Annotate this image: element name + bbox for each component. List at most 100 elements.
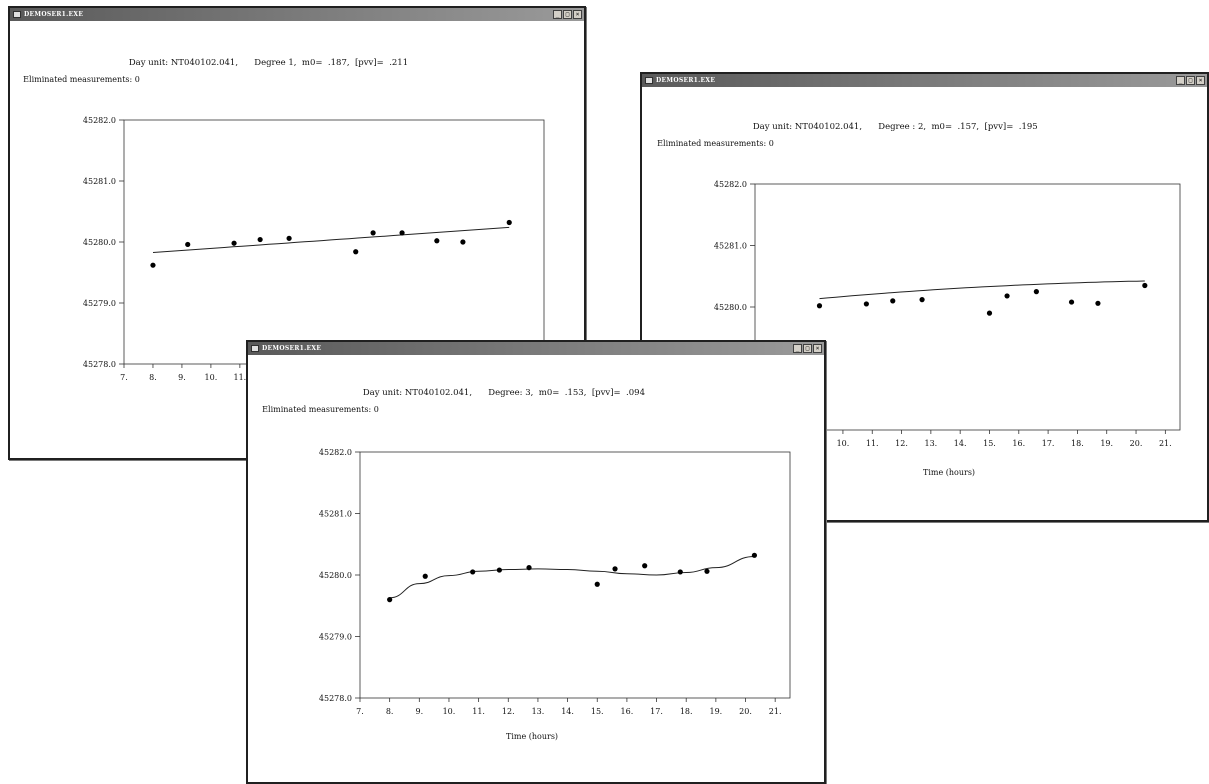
day-unit-label: Day unit:	[128, 58, 169, 68]
data-point	[422, 573, 428, 579]
x-tick-label: 18.	[1071, 439, 1084, 448]
x-tick-label: 20.	[739, 707, 752, 716]
day-unit-value: NT040102.041,	[170, 58, 239, 68]
window-title: DEMOSER1.EXE	[24, 11, 84, 18]
pvv-label: [pvv]=	[354, 58, 384, 68]
statistics-header: Day unit: NT040102.041, Degree 1, m0= .1…	[118, 48, 408, 78]
x-tick-label: 13.	[532, 707, 545, 716]
x-tick-label: 16.	[1012, 439, 1025, 448]
day-unit-value: NT040102.041,	[794, 122, 863, 132]
x-axis-title: Time (hours)	[506, 732, 559, 741]
app-icon	[13, 11, 21, 18]
y-tick-label: 45279.0	[83, 299, 116, 308]
eliminated-value: 0	[373, 405, 379, 414]
data-point	[185, 241, 191, 248]
x-tick-label: 21.	[769, 707, 782, 716]
data-point	[1142, 282, 1148, 289]
x-tick-label: 15.	[983, 439, 996, 448]
data-point	[612, 566, 618, 572]
y-tick-label: 45280.0	[83, 238, 116, 247]
x-tick-label: 15.	[591, 707, 604, 716]
data-point	[1095, 300, 1101, 306]
y-tick-label: 45278.0	[319, 694, 352, 703]
data-point	[986, 310, 993, 316]
title-bar[interactable]: DEMOSER1.EXE _ □ ×	[10, 8, 584, 21]
eliminated-label: Eliminated measurements:	[262, 405, 372, 414]
data-point	[642, 563, 648, 569]
data-point	[1033, 289, 1039, 295]
data-point	[890, 298, 896, 304]
x-tick-label: 18.	[680, 707, 693, 716]
data-point	[816, 303, 823, 309]
statistics-header: Day unit: NT040102.041, Degree: 3, m0= .…	[352, 378, 645, 408]
pvv-value: .211	[389, 58, 409, 68]
day-unit-label: Day unit:	[752, 122, 793, 132]
minimize-button[interactable]: _	[1176, 76, 1185, 85]
data-point	[919, 297, 925, 303]
minimize-button[interactable]: _	[793, 344, 802, 353]
close-button[interactable]: ×	[1196, 76, 1205, 85]
close-button[interactable]: ×	[813, 344, 822, 353]
x-tick-label: 8.	[386, 707, 394, 716]
data-point	[594, 581, 600, 587]
statistics-header: Day unit: NT040102.041, Degree : 2, m0= …	[742, 112, 1038, 142]
title-bar[interactable]: DEMOSER1.EXE _ □ ×	[642, 74, 1207, 87]
data-point	[1004, 293, 1010, 299]
x-tick-label: 17.	[650, 707, 663, 716]
close-button[interactable]: ×	[573, 10, 582, 19]
x-tick-label: 14.	[954, 439, 967, 448]
degree-label: Degree:	[488, 388, 523, 398]
x-tick-label: 9.	[178, 373, 186, 382]
degree-label: Degree :	[878, 122, 916, 132]
maximize-button[interactable]: □	[1186, 76, 1195, 85]
data-point	[399, 230, 405, 236]
eliminated-value: 0	[134, 75, 140, 84]
x-tick-label: 12.	[502, 707, 515, 716]
maximize-button[interactable]: □	[803, 344, 812, 353]
x-tick-label: 12.	[895, 439, 908, 448]
data-point	[863, 301, 869, 307]
y-tick-label: 45281.0	[319, 510, 352, 519]
y-tick-label: 45280.0	[319, 571, 352, 580]
fit-curve	[152, 226, 510, 253]
data-point	[150, 262, 156, 268]
eliminated-measurements: Eliminated measurements: 0	[13, 66, 140, 93]
minimize-button[interactable]: _	[553, 10, 562, 19]
m0-value: .187,	[327, 58, 350, 68]
m0-label: m0=	[931, 122, 953, 132]
pvv-label: [pvv]=	[984, 122, 1014, 132]
m0-label: m0=	[538, 388, 560, 398]
x-tick-label: 11.	[472, 707, 485, 716]
eliminated-measurements: Eliminated measurements: 0	[252, 396, 379, 423]
eliminated-value: 0	[768, 139, 774, 148]
x-tick-label: 10.	[443, 707, 456, 716]
pvv-label: [pvv]=	[591, 388, 621, 398]
data-point	[387, 597, 393, 603]
pvv-value: .195	[1018, 122, 1038, 132]
x-tick-label: 11.	[866, 439, 879, 448]
x-tick-label: 21.	[1159, 439, 1172, 448]
data-point	[434, 238, 440, 244]
eliminated-label: Eliminated measurements:	[23, 75, 133, 84]
data-point	[470, 569, 476, 575]
x-tick-label: 10.	[837, 439, 850, 448]
x-axis-title: Time (hours)	[923, 468, 976, 477]
x-tick-label: 19.	[1100, 439, 1113, 448]
m0-label: m0=	[301, 58, 323, 68]
maximize-button[interactable]: □	[563, 10, 572, 19]
plot-area: 45282.0 45281.0 45280.0 45279.0 45278.0 7. 8. 9…	[83, 116, 545, 382]
day-unit-label: Day unit:	[362, 388, 403, 398]
m0-value: .153,	[564, 388, 587, 398]
data-point	[704, 568, 710, 574]
x-tick-label: 9.	[415, 707, 423, 716]
eliminated-label: Eliminated measurements:	[657, 139, 767, 148]
data-point	[751, 552, 758, 558]
title-bar[interactable]: DEMOSER1.EXE _ □ ×	[248, 342, 824, 355]
plot-area: 45282.0 45281.0 45280.0 10. 11. 12. 13. 14. 15. 1…	[714, 180, 1181, 448]
degree-value: 1,	[288, 58, 297, 68]
data-point	[506, 219, 512, 226]
y-tick-label: 45282.0	[83, 116, 116, 125]
window-degree-3[interactable]: DEMOSER1.EXE _ □ × Day unit: NT040102.04…	[246, 340, 826, 784]
eliminated-measurements: Eliminated measurements: 0	[647, 130, 774, 157]
data-point	[353, 249, 359, 255]
